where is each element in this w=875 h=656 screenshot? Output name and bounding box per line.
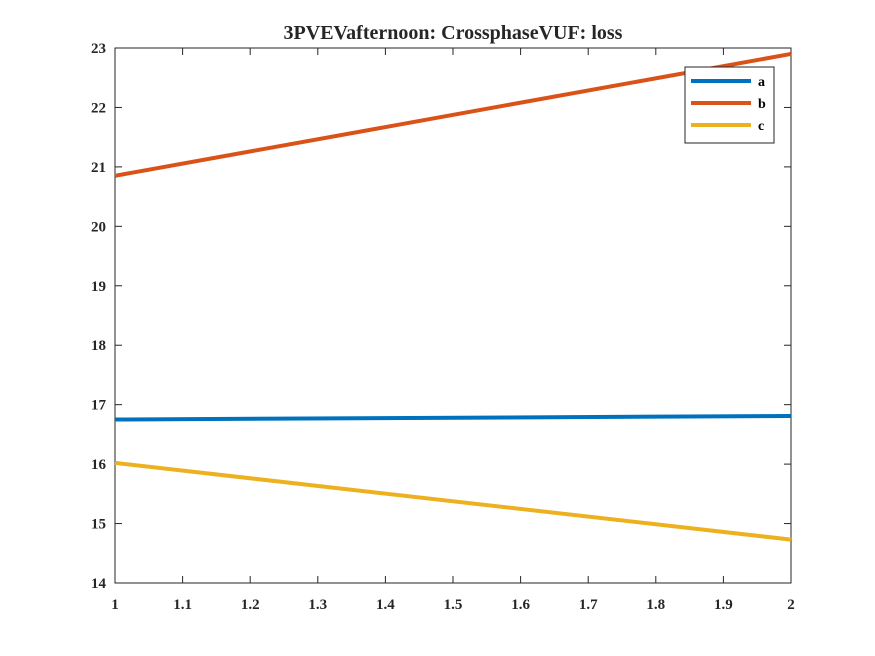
x-tick-label: 1.5 [444, 597, 463, 613]
x-tick-label: 1.1 [173, 597, 192, 613]
y-tick-label: 21 [91, 160, 106, 176]
x-tick-label: 1.7 [579, 597, 598, 613]
x-tick-label: 1 [111, 597, 119, 613]
y-tick-label: 19 [91, 279, 106, 295]
x-tick-label: 1.3 [308, 597, 327, 613]
series-line-c [114, 460, 792, 542]
x-tick-label: 1.8 [646, 597, 665, 613]
legend: abc [684, 66, 775, 144]
series-line-b [114, 51, 792, 178]
y-tick-label: 20 [91, 219, 106, 235]
legend-label-c: c [758, 119, 764, 134]
legend-label-b: b [758, 97, 766, 112]
x-tick-label: 1.2 [241, 597, 260, 613]
y-tick-label: 15 [91, 517, 106, 533]
x-tick-label: 1.9 [714, 597, 733, 613]
y-tick-label: 16 [91, 457, 107, 473]
y-tick-label: 18 [91, 338, 106, 354]
x-tick-label: 2 [787, 597, 795, 613]
chart-title: 3PVEVafternoon: CrossphaseVUF: loss [284, 22, 623, 44]
y-tick-label: 23 [91, 41, 106, 57]
y-tick-label: 17 [91, 398, 107, 414]
y-tick-label: 22 [91, 100, 106, 116]
y-tick-label: 14 [91, 576, 107, 592]
legend-label-a: a [758, 75, 765, 90]
plot-area: 1 1.1 1.2 1.3 1.4 1.5 1.6 1.7 1.8 1.9 2 14 15 16 17 18 1… [91, 41, 795, 613]
x-tick-label: 1.6 [511, 597, 530, 613]
series-line-a [114, 413, 792, 422]
x-tick-label: 1.4 [376, 597, 395, 613]
